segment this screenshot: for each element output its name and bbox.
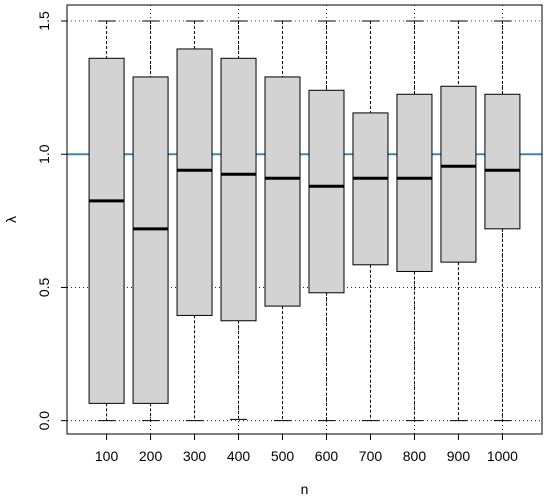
box-group: [88, 20, 125, 422]
x-tick-label: 1000: [487, 448, 518, 464]
box-group: [440, 20, 477, 422]
box-group: [176, 20, 213, 422]
x-tick-label: 700: [359, 448, 383, 464]
iqr-box: [308, 89, 345, 294]
iqr-box: [220, 57, 257, 322]
iqr-box: [132, 76, 169, 404]
box-group: [308, 20, 345, 422]
x-tick-label: 600: [315, 448, 339, 464]
iqr-box: [396, 93, 433, 272]
box-group: [352, 20, 389, 422]
iqr-box: [440, 85, 477, 263]
x-tick-label: 800: [403, 448, 427, 464]
x-tick-label: 100: [95, 448, 119, 464]
y-tick-label: 1.0: [36, 144, 52, 164]
y-tick-label: 1.5: [36, 11, 52, 31]
x-tick-label: 900: [447, 448, 471, 464]
iqr-box: [88, 57, 125, 404]
y-tick-label: 0.0: [36, 411, 52, 431]
y-axis-title: λ: [3, 216, 19, 223]
box-group: [220, 20, 257, 420]
y-tick-label: 0.5: [36, 278, 52, 298]
x-tick-label: 400: [227, 448, 251, 464]
x-axis-title: n: [301, 481, 309, 497]
iqr-box: [352, 112, 389, 266]
x-tick-label: 200: [139, 448, 163, 464]
x-tick-label: 500: [271, 448, 295, 464]
box-group: [396, 20, 433, 422]
iqr-box: [176, 48, 213, 316]
boxes-layer: [88, 20, 521, 422]
plot-frame: [66, 4, 543, 435]
iqr-box: [484, 93, 521, 230]
x-axis: 100 200 300 400 500 600 700 800 900 1000: [95, 434, 518, 464]
y-axis: 0.0 0.5 1.0 1.5: [36, 11, 67, 430]
x-tick-label: 300: [183, 448, 207, 464]
box-group: [132, 20, 169, 422]
box-group: [264, 20, 301, 422]
iqr-box: [264, 76, 301, 307]
box-group: [484, 20, 521, 422]
